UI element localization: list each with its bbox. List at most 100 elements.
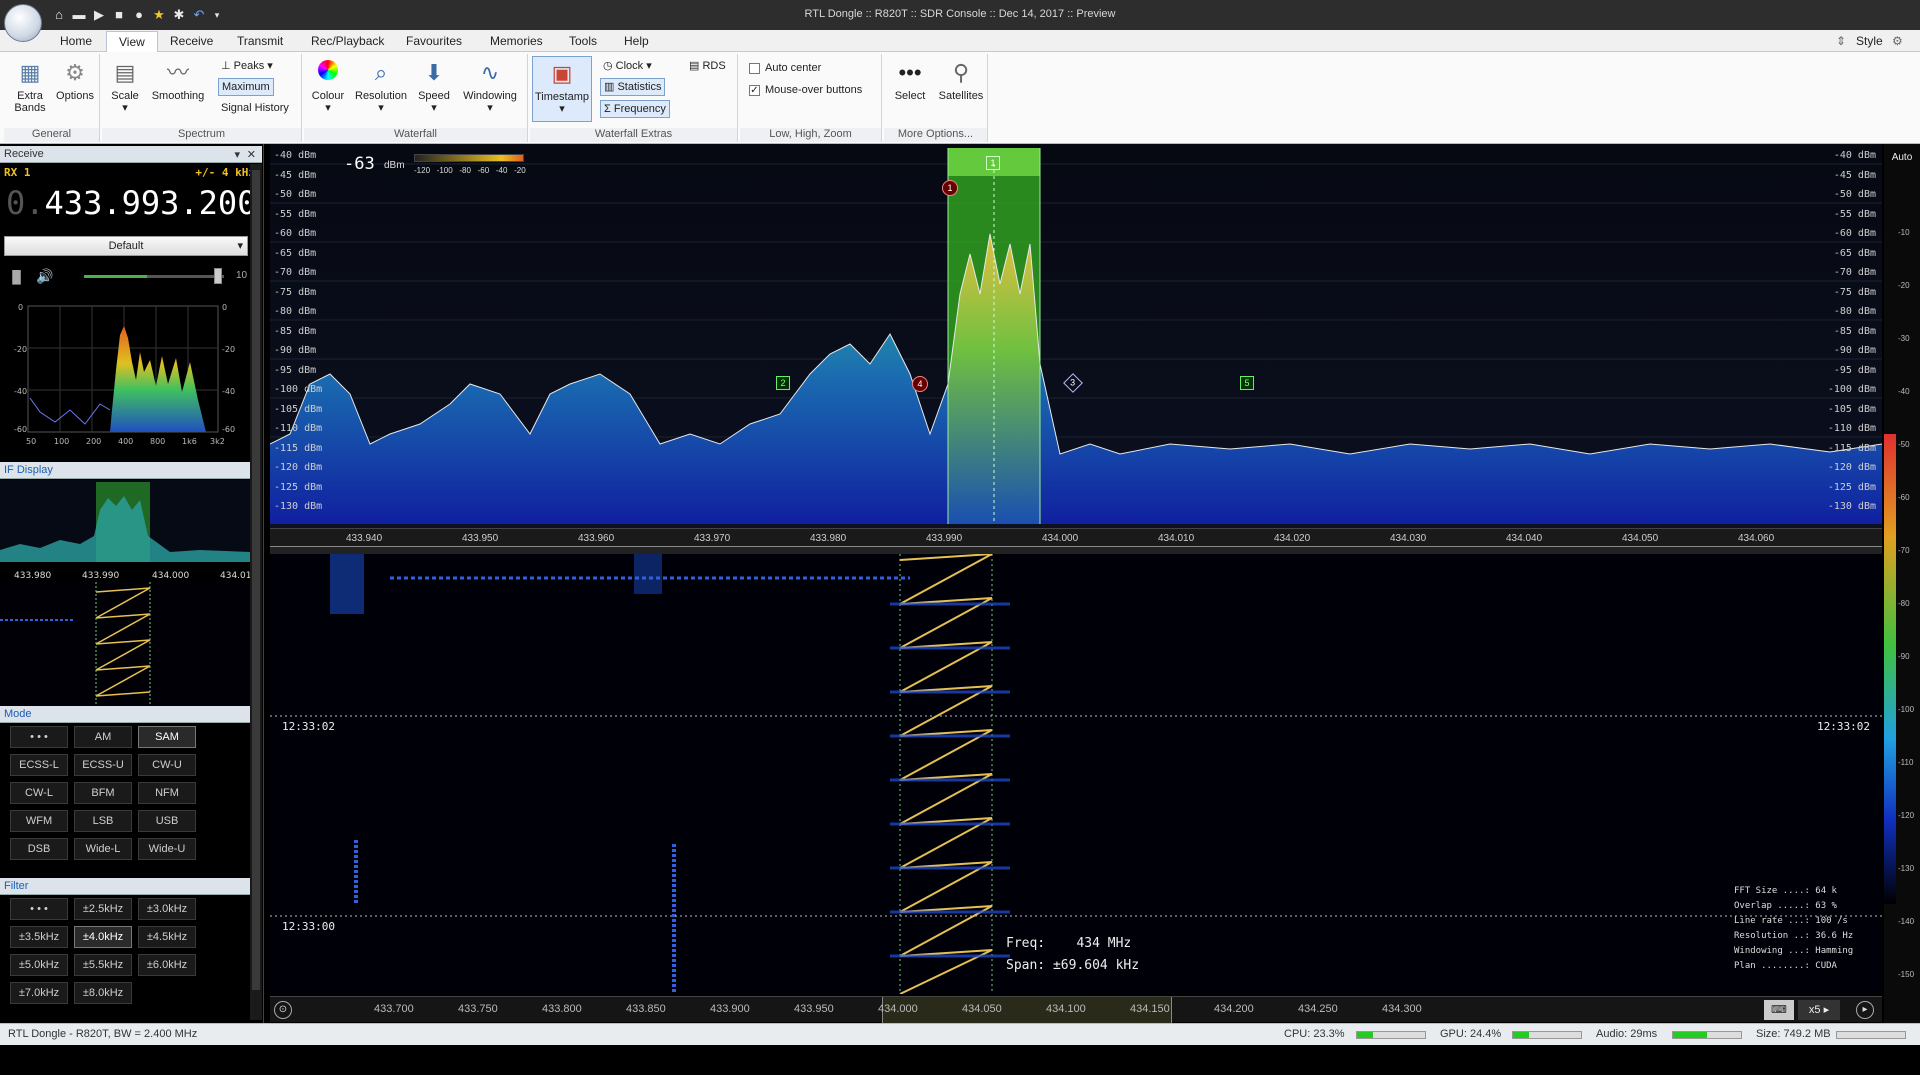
mode-ecss-u-button[interactable]: ECSS-U: [74, 754, 132, 776]
marker-circle-4[interactable]: 4: [912, 376, 928, 392]
menu-favourites[interactable]: Favourites: [406, 34, 463, 48]
speed-button[interactable]: ⬇ Speed ▾: [418, 60, 450, 114]
filter-5-0-button[interactable]: ±5.0kHz: [10, 954, 68, 976]
left-scrollbar[interactable]: [250, 164, 262, 1020]
gpu-status: GPU: 24.4%: [1440, 1028, 1502, 1040]
filter-2-5-button[interactable]: ±2.5kHz: [74, 898, 132, 920]
statistics-button[interactable]: ▥ Statistics: [600, 78, 666, 96]
volume-handle[interactable]: [214, 268, 222, 284]
filter-3-0-button[interactable]: ±3.0kHz: [138, 898, 196, 920]
colour-button[interactable]: Colour ▾: [308, 60, 348, 114]
mode-usb-button[interactable]: USB: [138, 810, 196, 832]
select-button[interactable]: ••• Select: [894, 60, 926, 102]
volume-slider[interactable]: [84, 275, 224, 278]
meter-icon[interactable]: ▐▌: [8, 270, 26, 284]
style-icon[interactable]: ⇕: [1836, 34, 1847, 48]
folder-icon[interactable]: ▬: [72, 7, 86, 22]
star-icon[interactable]: ★: [153, 7, 165, 22]
smoothing-button[interactable]: 〰 Smoothing: [151, 60, 205, 102]
frequency-axis[interactable]: 433.940 433.950 433.960 433.970 433.980 433.9…: [270, 528, 1882, 546]
filter-5-5-button[interactable]: ±5.5kHz: [74, 954, 132, 976]
filter-7-0-button[interactable]: ±7.0kHz: [10, 982, 68, 1004]
mode-lsb-button[interactable]: LSB: [74, 810, 132, 832]
wideband-freq-label: 434.250: [1298, 1003, 1338, 1015]
marker-box-5[interactable]: 5: [1240, 376, 1254, 390]
menu-receive[interactable]: Receive: [170, 34, 214, 48]
menu-transmit[interactable]: Transmit: [237, 34, 284, 48]
next-icon[interactable]: ▸: [1856, 1001, 1874, 1019]
keyboard-icon[interactable]: ⌨: [1764, 1000, 1794, 1020]
frequency-display[interactable]: 0.433.993.200: [6, 184, 257, 222]
dropdown-icon[interactable]: ▾: [234, 149, 240, 161]
filter-6-0-button[interactable]: ±6.0kHz: [138, 954, 196, 976]
menu-help[interactable]: Help: [624, 34, 649, 48]
signal-history-button[interactable]: Signal History: [221, 102, 289, 114]
peaks-button[interactable]: ⊥ Peaks ▾: [221, 60, 273, 72]
bands-icon: ▦: [19, 60, 41, 85]
stop-icon[interactable]: ■: [115, 7, 123, 22]
filter-8-0-button[interactable]: ±8.0kHz: [74, 982, 132, 1004]
splitter[interactable]: [270, 546, 1882, 554]
visible-range[interactable]: [882, 997, 1172, 1023]
settings-icon[interactable]: ⚙: [1892, 34, 1903, 48]
marker-circle-1[interactable]: 1: [942, 180, 958, 196]
auto-button[interactable]: Auto: [1891, 152, 1913, 163]
home-icon[interactable]: ⌂: [55, 7, 63, 22]
zoom-select[interactable]: x5 ▸: [1798, 1000, 1840, 1020]
audio-ylabel-right: -40: [222, 387, 235, 396]
gear-icon[interactable]: ✱: [173, 7, 185, 22]
mode-sam-button[interactable]: SAM: [138, 726, 196, 748]
mode-ecss-l-button[interactable]: ECSS-L: [10, 754, 68, 776]
menu-rec-playback[interactable]: Rec/Playback: [311, 34, 385, 48]
mode-wide-u-button[interactable]: Wide-U: [138, 838, 196, 860]
resolution-button[interactable]: ⌕ Resolution ▾: [355, 60, 407, 114]
audio-spectrum: 0 -20 -40 -60 0 -20 -40 -60 50 100 200 4…: [14, 303, 235, 446]
extra-bands-button[interactable]: ▦ Extra Bands: [14, 60, 46, 114]
waterfall-display[interactable]: 12:33:02 12:33:02 12:33:00 Freq: 434 MHz…: [270, 554, 1882, 994]
mouse-over-checkbox[interactable]: ✓ Mouse-over buttons: [749, 84, 863, 96]
mode-dsb-button[interactable]: DSB: [10, 838, 68, 860]
mode-wfm-button[interactable]: WFM: [10, 810, 68, 832]
frequency-button[interactable]: Σ Frequency: [600, 100, 670, 118]
timestamp-button[interactable]: ▣ Timestamp ▾: [532, 56, 592, 122]
filter-4-5-button[interactable]: ±4.5kHz: [138, 926, 196, 948]
mode-bfm-button[interactable]: BFM: [74, 782, 132, 804]
close-icon[interactable]: ✕: [246, 149, 256, 161]
app-menu-button[interactable]: [4, 4, 42, 42]
mode-am-button[interactable]: AM: [74, 726, 132, 748]
record-icon[interactable]: ●: [135, 7, 143, 22]
stat-line: Plan ........: CUDA: [1734, 961, 1837, 971]
mode-cw-u-button[interactable]: CW-U: [138, 754, 196, 776]
auto-center-checkbox[interactable]: Auto center: [746, 60, 824, 78]
preset-select[interactable]: Default ▾: [4, 236, 248, 256]
menu-tools[interactable]: Tools: [569, 34, 598, 48]
menu-memories[interactable]: Memories: [490, 34, 543, 48]
speaker-icon[interactable]: 🔊: [36, 268, 54, 284]
undo-icon[interactable]: ↶: [193, 7, 205, 22]
rds-button[interactable]: ▤ RDS: [689, 60, 726, 72]
menu-view[interactable]: View: [106, 31, 158, 53]
scale-button[interactable]: ▤ Scale ▾: [111, 60, 139, 114]
play-icon[interactable]: ▶: [94, 7, 104, 22]
mode-more-button[interactable]: • • •: [10, 726, 68, 748]
marker-box-1[interactable]: 1: [986, 156, 1000, 170]
signal-level-unit: dBm: [384, 160, 405, 171]
mode-cw-l-button[interactable]: CW-L: [10, 782, 68, 804]
filter-4-0-button[interactable]: ±4.0kHz: [74, 926, 132, 948]
options-button[interactable]: ⚙ Options: [56, 60, 94, 102]
style-menu[interactable]: Style: [1856, 34, 1883, 48]
menu-home[interactable]: Home: [60, 34, 93, 48]
chevron-down-icon[interactable]: ▾: [214, 10, 220, 20]
satellites-button[interactable]: ⚲ Satellites: [938, 60, 984, 102]
maximum-button[interactable]: Maximum: [218, 78, 274, 96]
windowing-button[interactable]: ∿ Windowing ▾: [463, 60, 517, 114]
clock-button[interactable]: ◷ Clock ▾: [603, 60, 652, 72]
filter-3-5-button[interactable]: ±3.5kHz: [10, 926, 68, 948]
spectrum-display[interactable]: -63 dBm -120 -100 -80 -60 -40 -20 -40 dB…: [270, 144, 1882, 546]
mode-wide-l-button[interactable]: Wide-L: [74, 838, 132, 860]
reset-icon[interactable]: ⊙: [274, 1001, 292, 1019]
marker-box-2[interactable]: 2: [776, 376, 790, 390]
mode-nfm-button[interactable]: NFM: [138, 782, 196, 804]
wideband-bar[interactable]: 433.700 433.750 433.800 433.850 433.900 433.9…: [270, 996, 1882, 1023]
filter-more-button[interactable]: • • •: [10, 898, 68, 920]
